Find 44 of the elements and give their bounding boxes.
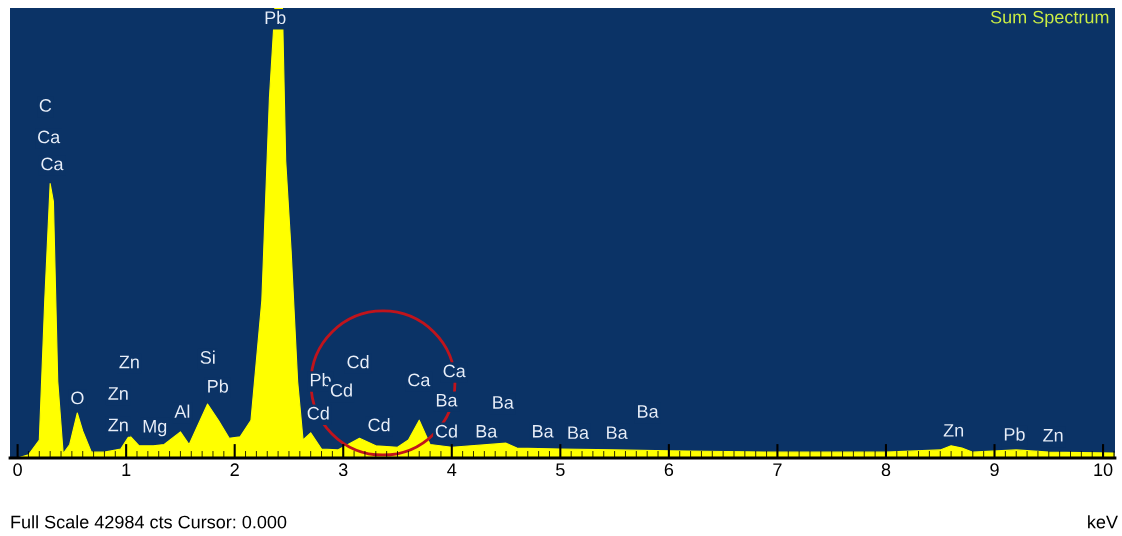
annotation: Cd [347,355,369,369]
annotation: Ca [408,373,431,387]
x-tick-label: 6 [664,463,674,477]
x-tick-label: 4 [447,463,457,476]
x-tick-label: 9 [990,463,999,477]
annotation: C [39,99,52,112]
annotation: Al [174,404,190,418]
annotation: Cd [435,424,457,438]
annotation: Cd [307,406,329,420]
annotation: Cd [368,418,390,432]
x-tick-label: 10 [1094,463,1113,477]
annotation: Ba [436,394,458,407]
x-axis-title: keV [1088,515,1118,529]
annotation: Ba [607,426,628,439]
x-tick-label: 8 [881,463,891,477]
annotation: Zn [108,418,128,432]
chart-title: Sum Spectrum [990,10,1109,28]
annotation: Zn [943,424,964,437]
annotation: Pb [265,10,286,25]
annotation: Zn [1043,429,1063,442]
annotation: Ba [568,426,590,439]
annotation: O [71,391,84,405]
annotation: Ca [443,364,466,378]
annotation: Pb [208,379,229,393]
annotation: Pb [1004,427,1025,441]
text: Full Scale 42984 cts Cursor: 0.000 [11,515,287,529]
x-tick-label: 0 [13,463,22,477]
annotation: Pb [310,373,331,387]
annotation: Cd [330,383,352,397]
annotation: Ca [38,130,61,144]
x-tick-label: 2 [230,463,239,476]
x-tick-label: 3 [338,463,348,477]
annotation: Si [200,350,215,364]
annotation: Zn [108,387,128,400]
annotation: Ca [41,157,64,171]
x-tick-label: 5 [556,463,565,477]
annotation: Ba [638,405,659,418]
annotation: Ba [493,396,514,409]
x-tick-label: 1 [122,463,131,476]
annotation: Ba [533,425,554,438]
annotation: Mg [143,420,167,437]
x-tick-label: 7 [773,463,782,476]
annotation: Zn [119,355,139,369]
annotation: Ba [476,425,498,438]
